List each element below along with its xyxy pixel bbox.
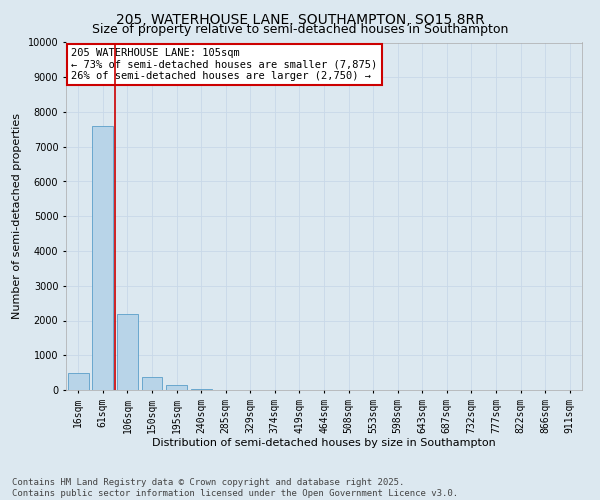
Bar: [117, 314, 138, 390]
Text: 205 WATERHOUSE LANE: 105sqm
← 73% of semi-detached houses are smaller (7,875)
26: 205 WATERHOUSE LANE: 105sqm ← 73% of sem…: [71, 48, 377, 81]
Text: Size of property relative to semi-detached houses in Southampton: Size of property relative to semi-detach…: [92, 22, 508, 36]
Bar: [191, 388, 212, 390]
Text: Contains HM Land Registry data © Crown copyright and database right 2025.
Contai: Contains HM Land Registry data © Crown c…: [12, 478, 458, 498]
X-axis label: Distribution of semi-detached houses by size in Southampton: Distribution of semi-detached houses by …: [152, 438, 496, 448]
Bar: [142, 377, 163, 390]
Bar: [92, 126, 113, 390]
Y-axis label: Number of semi-detached properties: Number of semi-detached properties: [12, 114, 22, 320]
Bar: [68, 374, 89, 390]
Text: 205, WATERHOUSE LANE, SOUTHAMPTON, SO15 8RR: 205, WATERHOUSE LANE, SOUTHAMPTON, SO15 …: [116, 12, 484, 26]
Bar: [166, 386, 187, 390]
